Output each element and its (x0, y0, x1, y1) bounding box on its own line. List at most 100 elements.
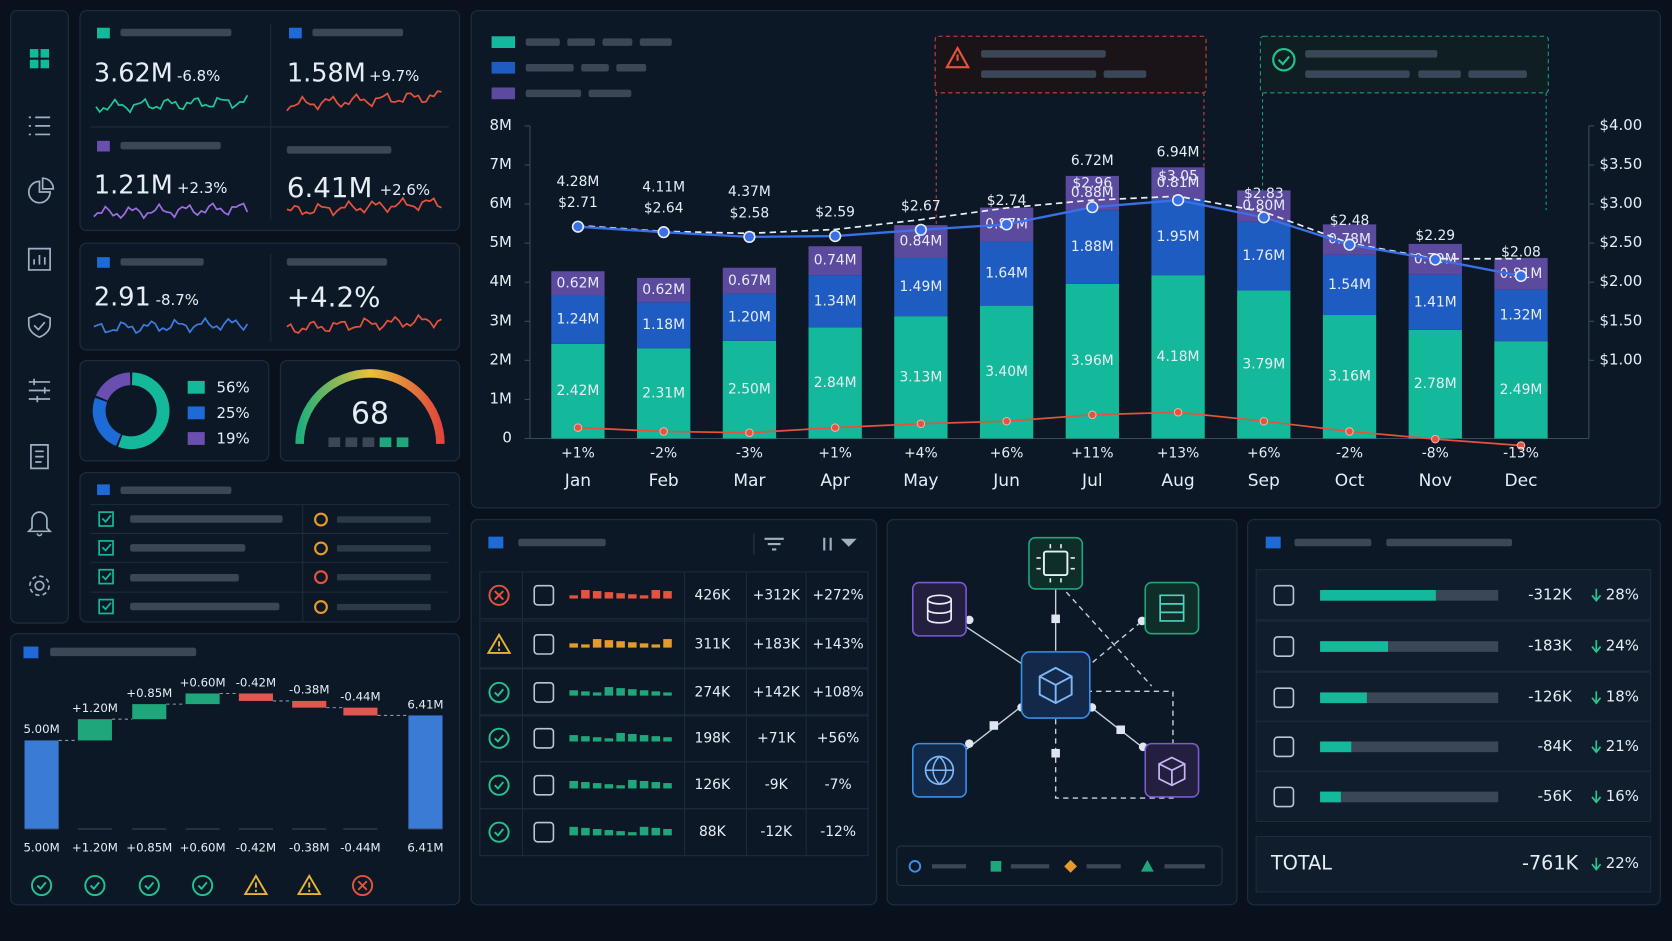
sidebar-nav-part[interactable] (28, 378, 51, 403)
mini-bar (616, 641, 625, 648)
checklist-part-part (336, 573, 431, 581)
sidebar-nav-part[interactable] (26, 511, 53, 537)
bar-segment (894, 257, 948, 317)
status-icon (488, 727, 510, 749)
kpi-change: -6.8% (177, 67, 220, 85)
placeholder-text-part (1294, 538, 1372, 547)
sidebar-nav-part-part[interactable] (40, 59, 50, 69)
status-error (357, 880, 368, 891)
sidebar-nav-part[interactable] (34, 580, 45, 591)
sidebar-nav-part[interactable] (29, 575, 50, 597)
growth-point (1088, 410, 1097, 420)
table-row (479, 620, 869, 669)
status-ok (488, 821, 510, 843)
placeholder-text-part (23, 646, 39, 659)
sidebar-nav-part[interactable] (28, 116, 51, 136)
cell-change: +183K (753, 636, 801, 652)
checklist-part (98, 511, 114, 615)
mini-bar (581, 691, 590, 696)
row-share: 16% (1606, 787, 1639, 805)
bar-segment (551, 343, 605, 439)
status-ok (31, 874, 53, 897)
table-controls-part[interactable] (823, 537, 857, 551)
row-share: 28% (1606, 585, 1639, 603)
growth-label: -13% (1503, 445, 1539, 461)
checklist-part (336, 516, 431, 611)
sidebar-nav-part[interactable] (30, 444, 49, 470)
status-icon (31, 874, 53, 897)
sparkline (286, 313, 442, 334)
price-point (1086, 201, 1099, 214)
bar-track (1320, 741, 1499, 753)
waterfall-bar (24, 740, 59, 829)
placeholder-text-part (120, 258, 204, 266)
bar-label: 4.18M (1157, 349, 1200, 365)
kpi-value: +4.2% (287, 281, 381, 314)
mini-bar (628, 642, 637, 648)
sparkline (93, 316, 249, 335)
sidebar-nav-part[interactable] (27, 177, 55, 204)
row-value: -126K (1528, 688, 1573, 706)
bar-segment (1494, 289, 1548, 342)
y-tick-label: 2M (489, 350, 511, 368)
growth-label: +4% (904, 445, 938, 461)
bar-label: 1.54M (1328, 277, 1371, 293)
table-controls-part[interactable] (764, 537, 784, 551)
mini-bar (651, 782, 661, 789)
sidebar-nav-part-part[interactable] (29, 59, 39, 69)
network-diagram-part-part (1051, 748, 1060, 758)
sidebar-nav-part[interactable] (27, 312, 51, 339)
network-diagram-part (925, 755, 954, 786)
donut-label: 56% (216, 378, 249, 396)
total-label: 6.94M (1157, 144, 1200, 160)
table-controls[interactable] (753, 533, 857, 555)
bar-segment (1322, 254, 1377, 316)
x-tick-label: Dec (1505, 471, 1538, 491)
bar-label: 2.42M (557, 383, 600, 399)
network-diagram-part (1042, 550, 1069, 577)
network-diagram-part (1038, 666, 1073, 705)
alert-boxes (934, 35, 1549, 435)
checklist-part-part (98, 511, 114, 527)
sidebar-nav-part-part[interactable] (29, 49, 39, 58)
y-tick-label: 7M (489, 155, 511, 173)
panels-part (79, 471, 461, 623)
growth-line (577, 411, 1522, 447)
bar-label: 1.20M (728, 309, 771, 325)
price-label: $2.29 (1415, 228, 1455, 244)
y2-tick-label: $3.00 (1599, 194, 1642, 212)
status-ok (494, 828, 505, 837)
sidebar-nav[interactable] (26, 49, 55, 597)
kpi-change: +2.6% (380, 181, 430, 199)
placeholder-text-part (488, 536, 504, 549)
sidebar-nav-part[interactable] (29, 49, 50, 69)
kpi-value: 1.21M (94, 171, 173, 201)
price-point (1171, 194, 1185, 207)
mini-bar (581, 782, 590, 789)
bar-track (1320, 791, 1499, 803)
status-icon (84, 874, 106, 897)
price-point (1343, 238, 1356, 251)
gauge-step (328, 437, 341, 448)
checklist-part (130, 602, 280, 611)
sidebar-nav-part-part[interactable] (40, 49, 50, 58)
x-tick-label: Oct (1335, 471, 1365, 491)
placeholder-text-part (567, 38, 596, 46)
y-tick-label: 4M (489, 272, 511, 290)
network-diagram-part (926, 599, 953, 624)
growth-label: +11% (1071, 445, 1113, 461)
price-point (743, 230, 756, 244)
bar-segment (637, 277, 691, 303)
bar (1320, 641, 1389, 652)
sparkline (286, 90, 442, 112)
price-label: $2.67 (901, 198, 941, 214)
network-diagram-part-part (989, 721, 999, 730)
network-diagram-part-part (1137, 616, 1147, 626)
price-point (1514, 269, 1528, 283)
network-diagram-part-part (965, 739, 974, 748)
growth-point (745, 428, 754, 437)
bar-segment (1322, 315, 1377, 439)
sidebar-nav-part[interactable] (27, 247, 51, 271)
checklist-part-part (101, 602, 112, 611)
y2-tick-label: $1.00 (1599, 350, 1642, 368)
